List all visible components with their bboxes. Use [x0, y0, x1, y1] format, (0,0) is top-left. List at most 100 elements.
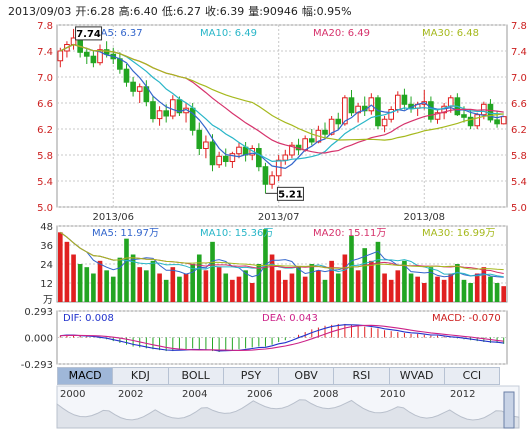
- quote-change: 幅:0.95%: [301, 5, 352, 18]
- price-candle-body: [348, 97, 355, 114]
- macd-ytick: -0.293: [21, 360, 53, 371]
- price-ytick-left: 7.0: [37, 73, 53, 84]
- macd-legend: MACD: -0.070: [432, 313, 501, 324]
- volume-bar: [435, 276, 440, 302]
- tab-wvad[interactable]: WVAD: [390, 368, 445, 384]
- price-candle-body: [57, 50, 64, 62]
- price-ytick-right: 5.8: [511, 151, 527, 162]
- price-xtick: 2013/06: [92, 212, 134, 223]
- price-candle-body: [97, 49, 103, 64]
- tab-boll[interactable]: BOLL: [169, 368, 224, 384]
- volume-bar: [355, 270, 361, 302]
- price-candle-body: [136, 86, 143, 92]
- price-ma5-line: [60, 43, 504, 170]
- volume-bar: [223, 273, 229, 302]
- volume-bar: [474, 273, 480, 302]
- volume-bar: [276, 270, 282, 302]
- price-ytick-left: 6.2: [37, 125, 53, 136]
- price-candle-body: [282, 154, 289, 161]
- volume-bar: [157, 273, 162, 302]
- volume-bar: [441, 279, 447, 302]
- tab-obv[interactable]: OBV: [279, 368, 335, 384]
- price-ytick-right: 6.2: [511, 125, 527, 136]
- volume-bar: [163, 279, 169, 302]
- low-callout-box: [276, 186, 304, 201]
- volume-bar: [402, 260, 407, 302]
- volume-bar: [296, 267, 301, 302]
- quote-open: 开:6.28: [75, 5, 115, 18]
- volume-bar: [84, 267, 90, 302]
- volume-bar: [289, 273, 295, 302]
- overview-range-handle[interactable]: [503, 391, 515, 429]
- low-callout: 5.21: [278, 189, 303, 200]
- volume-bar: [349, 235, 354, 302]
- year-label: 2002: [118, 389, 144, 400]
- price-candle-body: [474, 114, 481, 127]
- price-ma30-line: [60, 43, 504, 141]
- volume-bar: [302, 276, 308, 302]
- volume-bar: [335, 273, 341, 302]
- macd-ytick: 0.293: [24, 307, 53, 318]
- indicator-tab-bar: MACD KDJ BOLL PSY OBV RSI WVAD CCI: [57, 367, 500, 385]
- price-candle-body: [189, 107, 196, 131]
- price-candle-body: [302, 138, 308, 151]
- volume-bar: [329, 260, 334, 302]
- price-candle-body: [229, 153, 236, 162]
- volume-bar: [216, 267, 222, 302]
- volume-bar: [488, 276, 493, 302]
- macd-ytick: 0.000: [24, 334, 53, 345]
- volume-bar: [210, 241, 215, 302]
- volume-unit: 万: [43, 295, 53, 306]
- volume-ma-legend: MA10: 15.36万: [200, 228, 273, 239]
- tab-macd[interactable]: MACD: [58, 368, 114, 384]
- tab-cci[interactable]: CCI: [462, 369, 482, 382]
- quote-header: 2013/09/03 开:6.28 高:6.40 低:6.27 收:6.39 量:9094…: [8, 3, 356, 19]
- price-ma10-line: [60, 43, 504, 163]
- volume-bar: [256, 264, 262, 302]
- volume-bar: [468, 283, 473, 302]
- macd-legend: DEA: 0.043: [262, 313, 318, 324]
- volume-ytick: 36: [40, 241, 53, 252]
- price-candle-body: [163, 110, 170, 117]
- volume-bar: [190, 264, 195, 302]
- price-ytick-right: 5.4: [511, 177, 527, 188]
- overview-area: [56, 399, 520, 429]
- price-candle-body: [83, 51, 90, 57]
- quote-date: 2013/09/03: [8, 5, 72, 18]
- volume-bar: [243, 270, 248, 302]
- price-candle-body: [375, 97, 381, 127]
- price-candle-body: [289, 144, 295, 156]
- price-candle-body: [394, 94, 401, 110]
- volume-bar: [388, 279, 394, 302]
- volume-bar: [137, 267, 143, 302]
- price-candle-body: [467, 116, 474, 127]
- price-ytick-right: 6.6: [511, 99, 527, 110]
- volume-ma-legend: MA20: 15.11万: [313, 228, 386, 239]
- volume-bar: [309, 264, 315, 302]
- volume-bar: [249, 283, 255, 302]
- volume-bar: [382, 273, 387, 302]
- volume-bar: [316, 270, 321, 302]
- volume-bar: [104, 270, 109, 302]
- price-candle-body: [176, 99, 183, 114]
- price-ma-legend: MA30: 6.48: [422, 28, 479, 39]
- tab-psy[interactable]: PSY: [224, 368, 279, 384]
- price-candle-body: [90, 55, 97, 64]
- volume-bar: [322, 279, 328, 302]
- price-candle-body: [322, 129, 328, 135]
- volume-bar: [183, 273, 189, 302]
- price-candle-body: [388, 109, 395, 120]
- price-candle-body: [150, 101, 156, 120]
- price-candle-body: [123, 68, 130, 83]
- volume-bar: [177, 276, 182, 302]
- price-ma-legend: MA20: 6.49: [313, 28, 370, 39]
- tab-kdj[interactable]: KDJ: [113, 368, 169, 384]
- price-ytick-right: 7.0: [511, 73, 527, 84]
- tab-rsi[interactable]: RSI: [334, 368, 390, 384]
- volume-bar: [448, 273, 454, 302]
- price-candle-body: [342, 97, 348, 125]
- price-candle-body: [494, 119, 500, 125]
- volume-bar: [395, 270, 401, 302]
- volume-bar: [64, 241, 70, 302]
- high-callout-box: [75, 26, 103, 41]
